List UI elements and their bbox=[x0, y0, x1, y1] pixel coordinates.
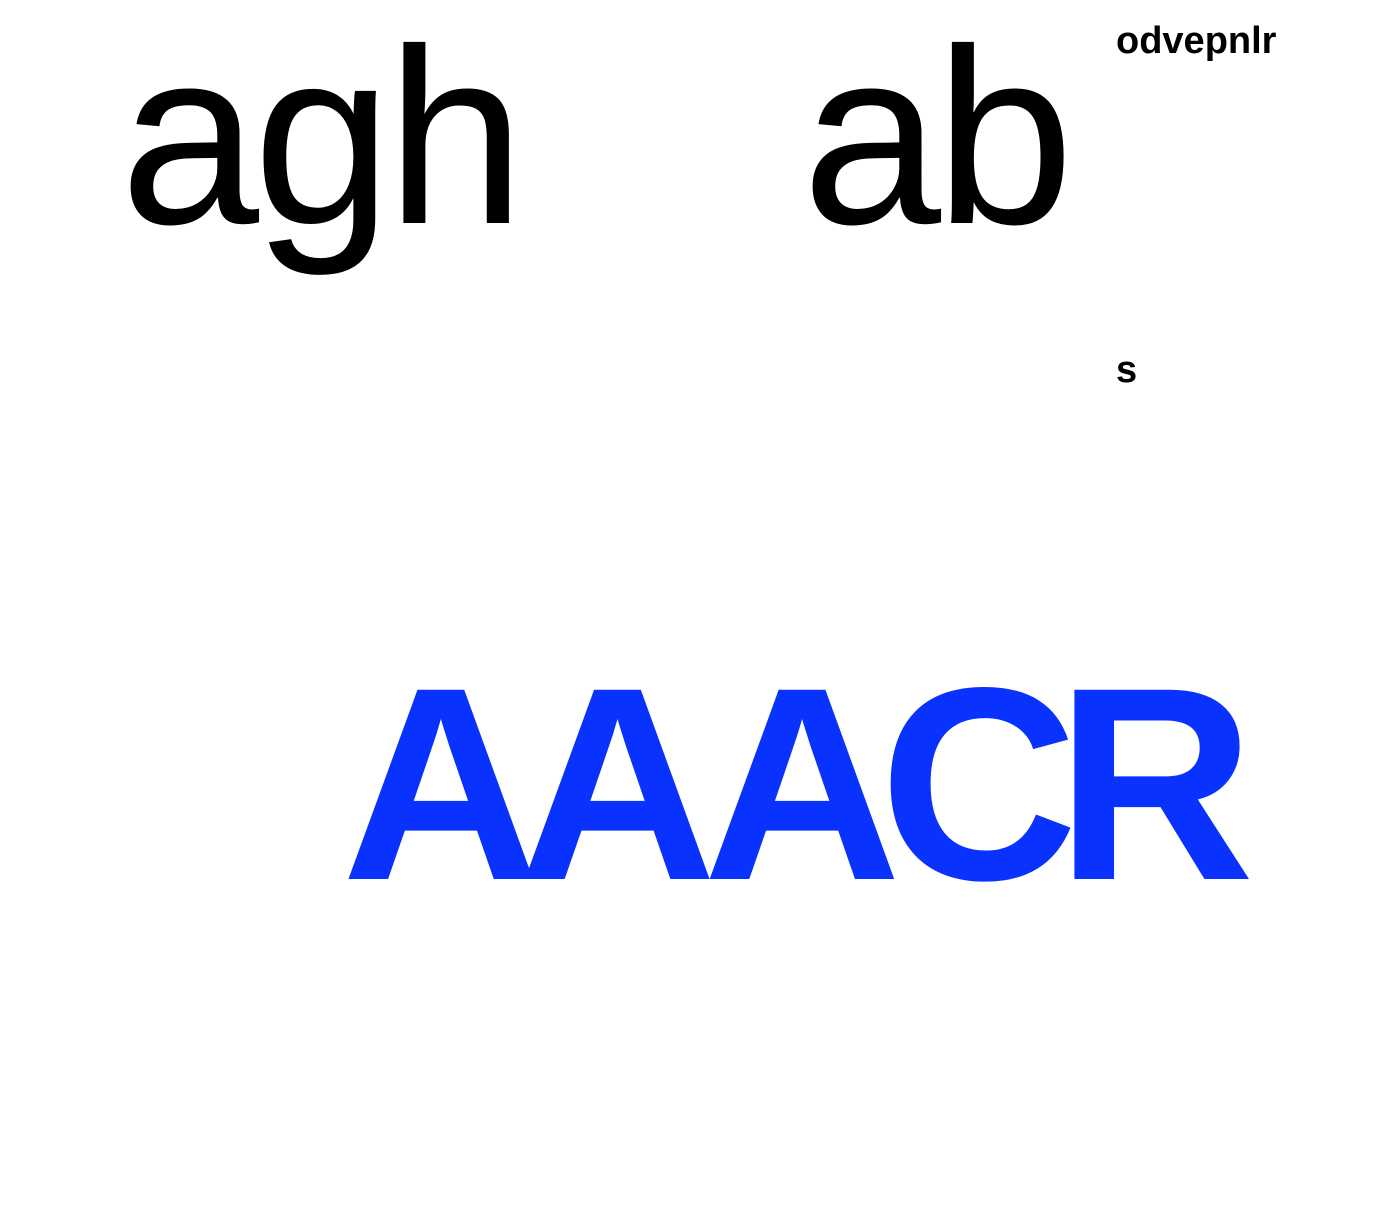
caps-group-acr: ACR bbox=[702, 631, 1255, 938]
word-odvepnlr: odvepnlr bbox=[1116, 20, 1277, 62]
blue-capitals: AAACR bbox=[124, 372, 1255, 922]
glyph-canvas: agh ab odvepnlr s AAACR bbox=[120, 0, 1277, 923]
word-s: s bbox=[1116, 349, 1138, 391]
caps-group-aa: AA bbox=[341, 631, 717, 938]
word-ab: ab bbox=[802, 0, 1074, 276]
word-agh: agh bbox=[120, 0, 525, 276]
